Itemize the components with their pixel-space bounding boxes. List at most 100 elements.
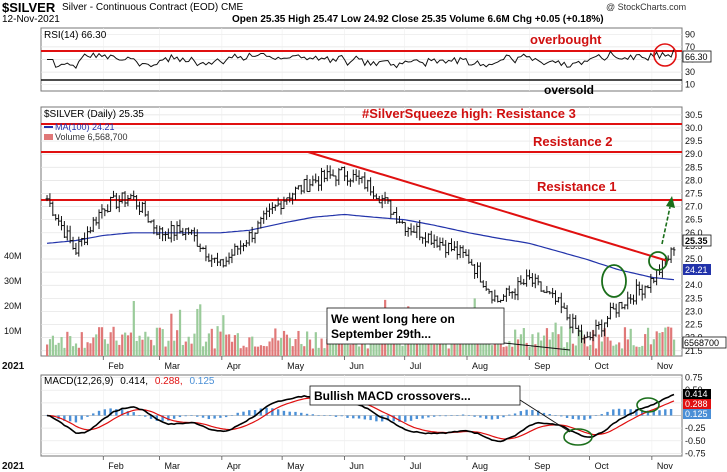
price-tick-label: 23.5 <box>685 293 703 303</box>
volume-bar <box>89 343 92 356</box>
macd-hist-bar <box>334 415 338 417</box>
volume-bar <box>199 304 202 356</box>
rsi-badge-text: 66.30 <box>685 52 708 62</box>
macd-hist-bar <box>352 415 355 419</box>
volume-bar <box>511 346 514 356</box>
volume-bar <box>178 309 182 356</box>
signal-badge-bg <box>683 399 711 409</box>
price-tick-label: 27.5 <box>685 188 703 198</box>
volume-bar <box>563 347 566 356</box>
volume-bar <box>144 331 147 356</box>
volume-bar <box>248 337 251 356</box>
crossover-circle-2 <box>648 251 668 271</box>
macd-hist-bar <box>588 415 592 419</box>
volume-bar <box>493 342 497 356</box>
volume-badge <box>682 336 727 349</box>
volume-bar <box>95 334 98 356</box>
macd-hist-bar <box>115 409 118 416</box>
volume-bar <box>658 332 661 356</box>
macd-hist-bar <box>282 410 286 416</box>
macd-hist-bar <box>571 415 575 419</box>
volume-bar <box>86 342 89 356</box>
volume-bar <box>190 343 193 356</box>
volume-bar <box>233 335 237 356</box>
volume-bar <box>207 333 211 356</box>
volume-bar <box>103 339 107 356</box>
chart-date: 12-Nov-2021 <box>2 14 60 25</box>
price-tick-label: 25.0 <box>685 254 703 264</box>
macd-hist-bar <box>63 415 66 421</box>
close-badge-text: 25.35 <box>685 236 708 246</box>
volume-bar <box>537 332 540 356</box>
volume-bar <box>124 332 127 356</box>
volume-bar <box>80 332 83 356</box>
volume-bar <box>306 331 309 356</box>
exchange-label: CME <box>220 2 244 13</box>
volume-bar <box>369 334 372 356</box>
breakout-arrow-shaft <box>661 206 671 245</box>
hist-badge: 0.125 <box>685 409 708 419</box>
volume-bar <box>51 335 55 356</box>
volume-bar <box>352 335 355 356</box>
macd-hist-bar <box>525 409 528 416</box>
volume-badge-text: 6568700 <box>684 338 719 348</box>
volume-bar <box>540 340 543 356</box>
macd-hist-bar <box>323 415 326 416</box>
volume-bar <box>485 340 488 356</box>
volume-bar <box>670 327 673 356</box>
volume-bar <box>210 328 213 356</box>
macd-hist-bar <box>386 415 390 421</box>
volume-bar <box>337 341 341 356</box>
volume-bar <box>488 343 491 356</box>
volume-bar <box>280 338 283 356</box>
price-bars <box>45 165 676 344</box>
macd-hist-bar <box>392 415 395 422</box>
volume-bar <box>66 331 69 356</box>
macd-hist-bar <box>305 413 309 416</box>
price-tick-label: 26.5 <box>685 215 703 225</box>
volume-bar <box>623 327 627 356</box>
macd-tick-label: -0.25 <box>685 423 706 433</box>
macd-hist-bar <box>253 410 257 416</box>
volume-bar <box>436 341 439 356</box>
macd-hist-bar <box>74 415 78 423</box>
macd-hist-bar <box>612 409 615 416</box>
breakout-arrow-head <box>666 196 675 208</box>
rsi-badge <box>682 50 712 63</box>
x-month-label: Jun <box>349 361 364 371</box>
macd-hist-bar <box>635 408 638 416</box>
volume-bar <box>46 344 49 356</box>
volume-bar <box>398 335 401 356</box>
macd-hist-bar <box>536 410 540 416</box>
volume-bar <box>135 340 138 356</box>
macd-hist-bar <box>548 414 551 416</box>
x-month-label: Mar <box>165 361 181 371</box>
volume-bar <box>92 337 95 356</box>
volume-bar <box>141 339 144 356</box>
x-month-label: Feb <box>108 461 124 471</box>
volume-bar <box>132 301 135 356</box>
volume-bar <box>554 322 557 356</box>
x-month-label: Sep <box>534 461 550 471</box>
rsi-panel: 9070503010 66.30 RSI(14) 66.30 overbough… <box>40 27 712 97</box>
rsi-tick-label: 10 <box>685 80 695 90</box>
signal-badge: 0.288 <box>685 399 708 409</box>
volume-bar <box>401 345 404 356</box>
macd-hist-bar <box>288 411 291 416</box>
volume-bar <box>586 346 589 356</box>
macd-hist-bar <box>219 415 222 418</box>
volume-bar <box>597 334 601 356</box>
macd-hist-bar <box>629 409 632 416</box>
volume-bar <box>594 348 598 356</box>
macd-hist-bar <box>369 415 372 421</box>
ma-badge-text: 24.21 <box>685 265 708 275</box>
volume-bar <box>441 342 445 356</box>
volume-bar <box>404 337 407 356</box>
volume-bar <box>242 345 245 356</box>
volume-bar <box>202 346 205 356</box>
volume-bar <box>450 341 453 356</box>
volume-bar <box>72 346 75 356</box>
macd-hist-bar <box>513 413 517 416</box>
rsi-label: RSI(14) 66.30 <box>44 30 107 41</box>
